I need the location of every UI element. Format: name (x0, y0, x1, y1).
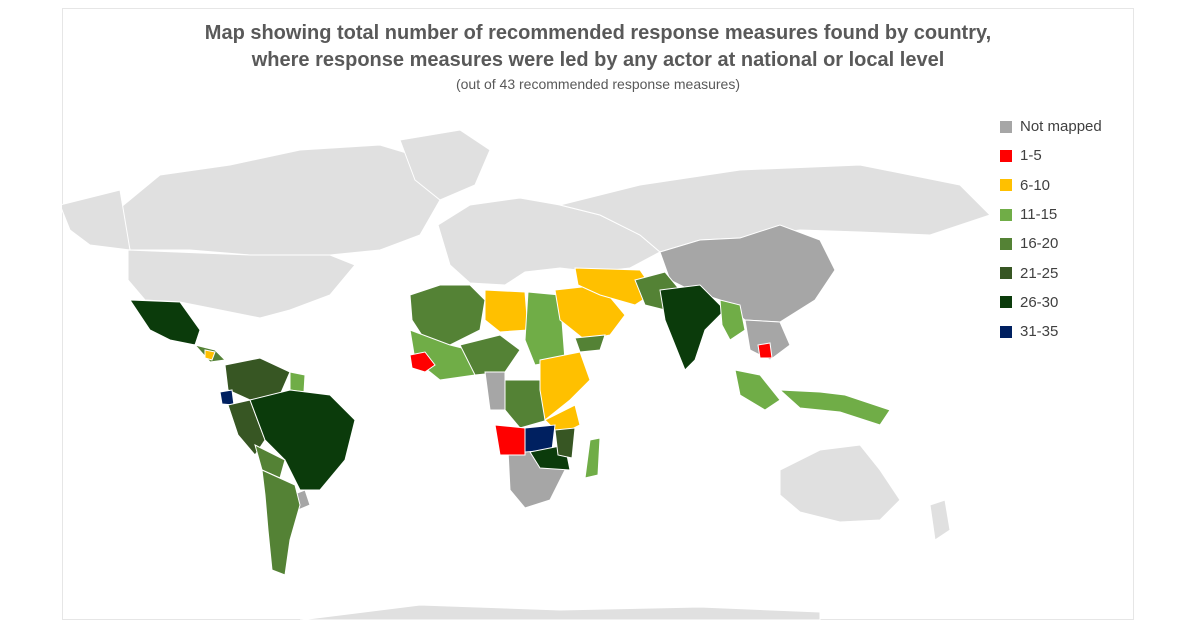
mapped-countries (129, 267, 891, 576)
yemen (574, 334, 606, 353)
legend-label: 21-25 (1020, 264, 1059, 282)
india (659, 284, 726, 371)
legend-swatch (1000, 149, 1012, 162)
new-zealand (929, 499, 951, 541)
title-line-1: Map showing total number of recommended … (204, 22, 992, 44)
legend-item-6-10: 6-10 (1000, 171, 1102, 200)
usa (127, 249, 356, 319)
canada (119, 144, 441, 256)
title-line-2: where response measures were led by any … (251, 49, 945, 71)
libya (484, 289, 529, 333)
legend-label: Not mapped (1020, 118, 1102, 136)
russia (559, 164, 991, 253)
legend-label: 6-10 (1020, 176, 1051, 194)
legend-item-26-30: 26-30 (1000, 288, 1102, 317)
world-map (62, 129, 991, 620)
legend-item-21-25: 21-25 (1000, 258, 1102, 287)
mozambique (554, 427, 576, 459)
legend-label: 26-30 (1020, 293, 1059, 311)
legend-item-11-15: 11-15 (1000, 200, 1102, 229)
map-legend: Not mapped 1-5 6-10 11-15 16-20 21-25 26… (1000, 112, 1102, 346)
map-title: Map showing total number of recommended … (62, 20, 1134, 74)
legend-swatch (1000, 296, 1012, 309)
legend-label: 16-20 (1020, 235, 1059, 253)
legend-item-31-35: 31-35 (1000, 317, 1102, 346)
ecuador (219, 389, 235, 406)
greenland (399, 129, 491, 201)
angola (494, 424, 526, 456)
unmapped-land (62, 129, 991, 620)
southeast-asia-unmapped (744, 319, 791, 361)
legend-label: 31-35 (1020, 323, 1059, 341)
guyanas (289, 371, 306, 393)
cambodia (757, 342, 773, 359)
legend-swatch (1000, 120, 1012, 133)
madagascar (584, 437, 601, 479)
indonesia-east (778, 389, 891, 426)
alaska (62, 189, 131, 251)
legend-swatch (1000, 325, 1012, 338)
drc-west (484, 371, 506, 411)
indonesia-west (734, 369, 781, 411)
sierra-leone-guinea (409, 351, 436, 373)
antarctica (299, 604, 821, 620)
legend-swatch (1000, 267, 1012, 280)
bangladesh-myanmar (719, 299, 746, 341)
legend-item-16-20: 16-20 (1000, 229, 1102, 258)
legend-swatch (1000, 208, 1012, 221)
legend-item-1-5: 1-5 (1000, 141, 1102, 170)
argentina-chile (261, 469, 301, 576)
nicaragua (204, 349, 216, 361)
nigeria-region (459, 334, 521, 376)
mexico (129, 299, 201, 346)
europe (437, 197, 661, 286)
brazil (249, 389, 356, 491)
north-africa-west (409, 284, 486, 346)
legend-swatch (1000, 237, 1012, 250)
legend-label: 11-15 (1020, 206, 1058, 224)
iraq-iran (574, 267, 656, 306)
australia (779, 444, 901, 523)
map-subtitle: (out of 43 recommended response measures… (455, 76, 741, 92)
legend-item-not-mapped: Not mapped (1000, 112, 1102, 141)
legend-label: 1-5 (1020, 147, 1042, 165)
legend-swatch (1000, 179, 1012, 192)
